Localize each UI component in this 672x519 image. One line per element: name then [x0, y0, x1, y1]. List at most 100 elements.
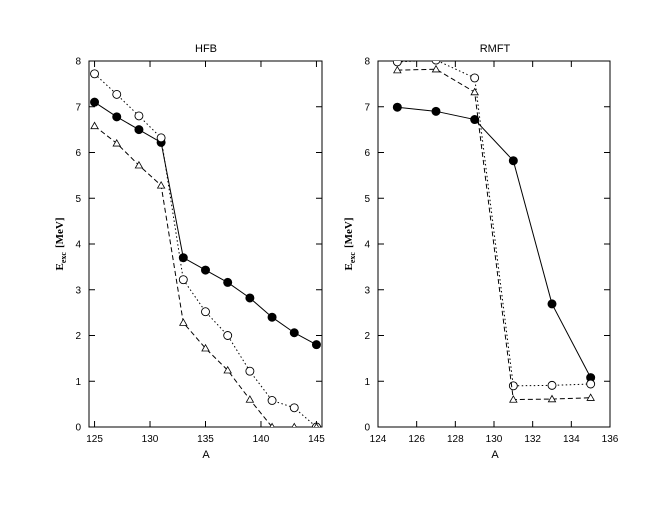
hfb-x-tick-label: 140 [253, 434, 270, 445]
rmft-data-point-open-triangle [547, 394, 557, 403]
rmft-y-tick-label: 2 [364, 331, 370, 342]
hfb-y-axis-label-unit: [MeV] [54, 218, 66, 249]
rmft-data-point-filled-circle [431, 106, 441, 116]
hfb-x-tick-label: 125 [86, 434, 103, 445]
rmft-data-point-open-circle [470, 73, 480, 83]
hfb-data-point-filled-circle [201, 265, 210, 275]
hfb-y-tick-label: 1 [75, 377, 81, 388]
rmft-data-point-open-triangle [509, 395, 518, 403]
hfb-data-point-filled-circle [223, 277, 233, 287]
rmft-data-layer [392, 61, 596, 403]
rmft-data-point-open-triangle [470, 87, 479, 96]
rmft-x-tick-label: 128 [447, 434, 464, 445]
hfb-data-point-open-circle [289, 403, 299, 413]
hfb-y-tick-label: 2 [75, 331, 81, 342]
rmft-y-axis-label: Eexc [MeV] [343, 218, 357, 271]
rmft-chart-panel: RMFT A Eexc[MeV] 124 126 128 130 132 134 13601… [343, 43, 619, 461]
hfb-y-tick-label: 7 [75, 102, 81, 113]
rmft-series-line-open-triangle [397, 68, 591, 401]
hfb-data-point-open-circle [90, 69, 99, 79]
rmft-y-tick-label: 4 [364, 240, 370, 251]
rmft-y-tick-label: 3 [364, 285, 370, 296]
hfb-data-point-open-triangle [134, 160, 144, 169]
hfb-data-point-open-triangle [112, 138, 122, 147]
hfb-data-point-open-triangle [156, 181, 166, 189]
hfb-x-axis-label: A [202, 449, 210, 461]
hfb-data-point-open-triangle [245, 395, 255, 403]
rmft-data-point-open-circle [586, 379, 596, 389]
rmft-data-point-open-triangle [586, 393, 595, 401]
rmft-y-tick-label: 8 [364, 57, 370, 68]
hfb-y-axis-label-main: E [54, 263, 66, 270]
hfb-y-axis-label-sub: exc [59, 252, 68, 264]
hfb-data-point-open-triangle [90, 121, 99, 130]
rmft-data-point-open-triangle [431, 64, 441, 73]
hfb-y-axis-label: Eexc [MeV] [54, 218, 68, 271]
rmft-data-point-open-circle [508, 381, 518, 391]
rmft-data-point-open-triangle [393, 65, 402, 74]
hfb-y-tick-label: 8 [75, 57, 81, 68]
hfb-data-point-open-circle [156, 133, 166, 143]
hfb-data-point-filled-circle [178, 253, 188, 263]
rmft-series-line-open-circle [397, 61, 591, 387]
hfb-y-tick-label: 0 [75, 423, 81, 434]
rmft-x-tick-label: 124 [370, 434, 387, 445]
hfb-data-point-open-triangle [201, 343, 210, 352]
hfb-y-tick-label: 3 [75, 285, 81, 296]
hfb-data-point-open-circle [178, 275, 188, 285]
rmft-chart-title: RMFT [480, 43, 511, 55]
rmft-y-axis-label-sub: exc [348, 252, 357, 264]
hfb-data-point-open-circle [134, 111, 144, 121]
hfb-data-point-filled-circle [267, 312, 277, 322]
hfb-x-tick-label: 130 [142, 434, 159, 445]
rmft-y-tick-label: 5 [364, 194, 370, 205]
hfb-y-tick-label: 5 [75, 194, 81, 205]
rmft-y-tick-label: 6 [364, 148, 370, 159]
hfb-x-tick-label: 145 [308, 434, 325, 445]
hfb-data-point-open-circle [267, 396, 277, 405]
hfb-series-line-open-triangle [94, 125, 317, 427]
hfb-data-point-open-triangle [313, 422, 319, 427]
rmft-data-point-open-circle [431, 61, 441, 65]
rmft-data-point-filled-circle [392, 102, 402, 112]
rmft-y-axis-label-main: E [343, 263, 355, 270]
rmft-data-point-filled-circle [508, 156, 518, 166]
rmft-x-axis-label: A [491, 449, 499, 461]
hfb-data-layer [90, 69, 321, 427]
hfb-chart-title: HFB [195, 43, 217, 55]
rmft-y-tick-label: 7 [364, 102, 370, 113]
rmft-data-point-open-circle [392, 61, 402, 67]
hfb-series-line-open-circle [94, 73, 317, 427]
rmft-data-point-filled-circle [470, 115, 480, 125]
hfb-data-point-open-circle [201, 307, 210, 317]
hfb-data-point-filled-circle [90, 97, 100, 107]
hfb-x-tick-label: 135 [197, 434, 214, 445]
hfb-data-point-filled-circle [112, 112, 122, 122]
svg-text:Eexc[MeV]: Eexc [MeV] [343, 218, 357, 271]
rmft-y-tick-label: 0 [364, 423, 370, 434]
rmft-x-tick-label: 126 [408, 434, 425, 445]
hfb-data-point-open-triangle [223, 365, 232, 374]
rmft-y-axis-label-unit: [MeV] [343, 218, 355, 249]
hfb-y-tick-label: 6 [75, 148, 81, 159]
hfb-data-point-open-triangle [179, 318, 188, 326]
hfb-data-point-filled-circle [311, 340, 321, 350]
rmft-x-tick-label: 130 [486, 434, 503, 445]
hfb-data-point-open-circle [245, 366, 255, 376]
rmft-x-tick-label: 136 [602, 434, 619, 445]
hfb-plot-frame [88, 60, 323, 428]
rmft-x-tick-label: 134 [563, 434, 580, 445]
rmft-data-point-filled-circle [547, 299, 557, 309]
hfb-data-point-open-triangle [269, 422, 275, 427]
hfb-data-point-filled-circle [245, 293, 255, 303]
hfb-data-point-filled-circle [134, 125, 144, 135]
hfb-chart-panel: HFB A Eexc [MeV] 125 130 135 140 145 0 1 2 3 4 5 6 7 8 [54, 43, 325, 461]
rmft-series-line-filled-circle [397, 106, 592, 378]
hfb-data-point-open-circle [112, 89, 122, 99]
hfb-data-point-open-triangle [291, 422, 297, 427]
hfb-data-point-filled-circle [289, 328, 299, 338]
svg-text:Eexc[MeV]: Eexc [MeV] [54, 218, 68, 271]
rmft-x-tick-label: 132 [524, 434, 541, 445]
hfb-y-tick-label: 4 [75, 240, 81, 251]
